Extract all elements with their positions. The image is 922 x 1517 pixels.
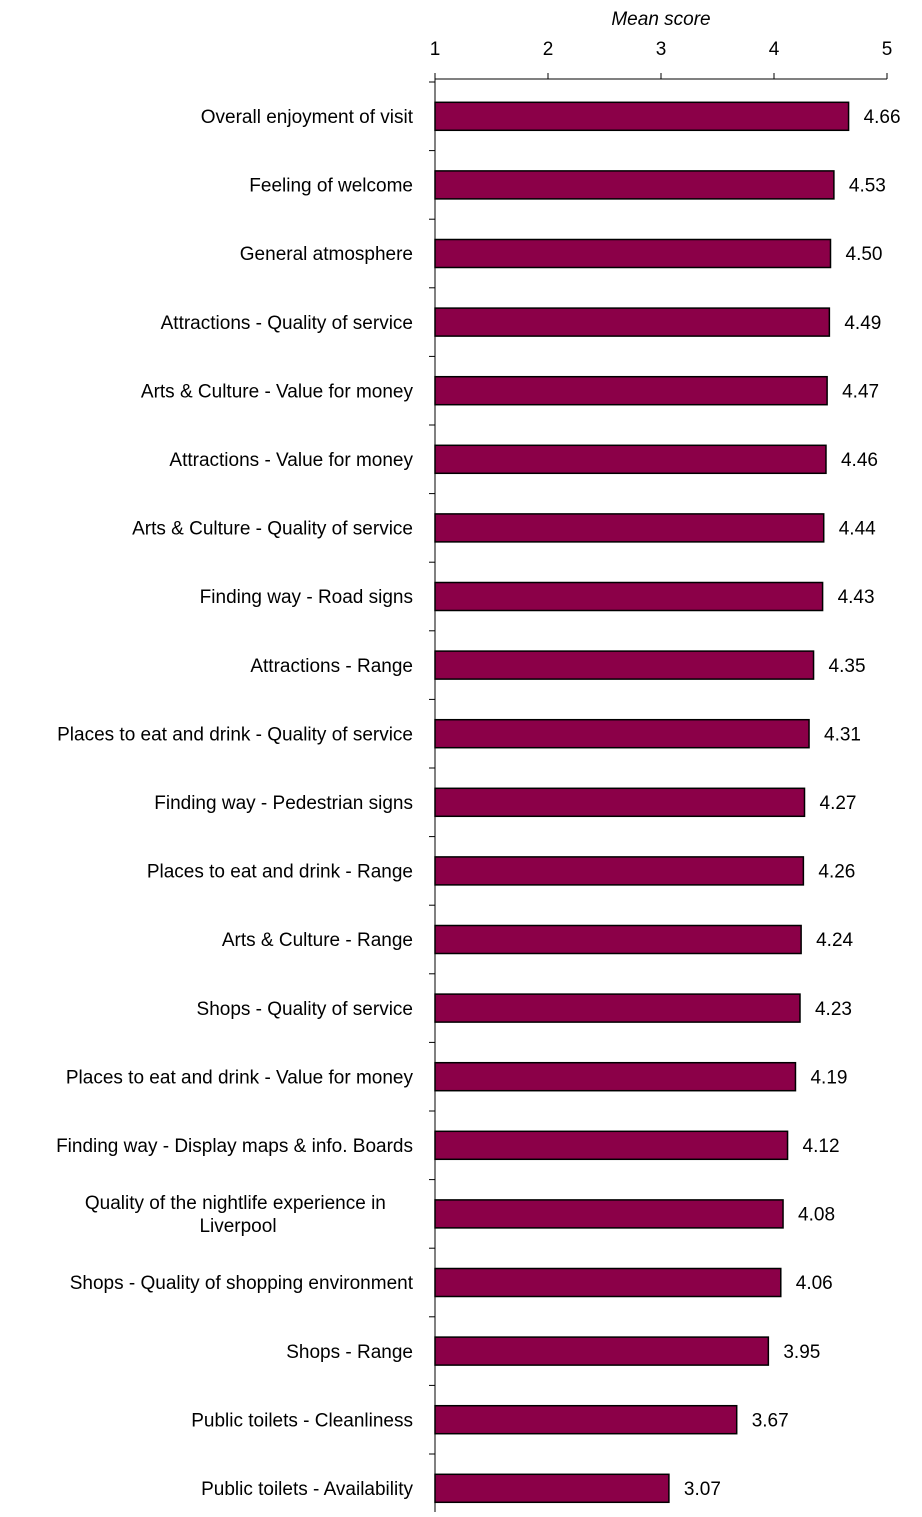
category-label: Places to eat and drink - Range xyxy=(147,862,413,883)
category-label: Attractions - Quality of service xyxy=(161,313,413,334)
value-label: 4.26 xyxy=(818,862,855,883)
x-tick-label: 3 xyxy=(656,39,667,60)
category-label: Arts & Culture - Quality of service xyxy=(132,519,413,540)
category-label: Shops - Range xyxy=(286,1342,413,1363)
value-label: 4.19 xyxy=(810,1067,847,1088)
value-label: 3.67 xyxy=(752,1410,789,1431)
category-label: Finding way - Pedestrian signs xyxy=(154,793,413,814)
bar xyxy=(434,1130,789,1161)
value-label: 4.53 xyxy=(849,176,886,197)
value-label: 4.06 xyxy=(796,1273,833,1294)
bar xyxy=(434,718,810,749)
x-axis-title: Mean score xyxy=(611,9,710,30)
bar xyxy=(434,856,805,886)
bar xyxy=(434,375,828,406)
category-label: Quality of the nightlife experience in L… xyxy=(85,1193,391,1237)
value-label: 3.95 xyxy=(783,1342,820,1363)
value-label: 4.12 xyxy=(803,1136,840,1157)
category-label: General atmosphere xyxy=(240,244,413,265)
value-label: 4.23 xyxy=(815,999,852,1020)
bar xyxy=(434,101,850,132)
x-tick-label: 1 xyxy=(430,39,441,60)
value-label: 4.44 xyxy=(839,519,876,540)
category-label: Finding way - Display maps & info. Board… xyxy=(56,1136,413,1157)
value-label: 4.31 xyxy=(824,724,861,745)
value-labels: 4.66 4.53 4.50 4.49 4.47 4.46 4.44 4.43 4.35 4.31… xyxy=(684,107,901,1500)
category-label-line: Quality of the nightlife experience in xyxy=(85,1193,391,1214)
value-label: 4.35 xyxy=(829,656,866,677)
category-label: Public toilets - Availability xyxy=(201,1479,413,1500)
bar xyxy=(434,513,825,543)
category-label: Arts & Culture - Range xyxy=(222,930,413,951)
bar xyxy=(434,993,801,1023)
value-label: 4.50 xyxy=(846,244,883,265)
bars xyxy=(434,101,850,1504)
value-label: 4.27 xyxy=(820,793,857,814)
value-label: 4.66 xyxy=(864,107,901,128)
category-label: Feeling of welcome xyxy=(249,176,413,197)
bar xyxy=(434,1404,738,1435)
bar xyxy=(434,1336,770,1366)
category-label: Attractions - Value for money xyxy=(169,450,413,471)
bar xyxy=(434,1199,784,1229)
bar xyxy=(434,444,827,475)
category-labels: Overall enjoyment of visit Feeling of wel… xyxy=(56,107,414,1500)
x-tick-label: 2 xyxy=(543,39,554,60)
category-label: Attractions - Range xyxy=(250,656,413,677)
category-label: Places to eat and drink - Value for mone… xyxy=(66,1067,414,1088)
x-tick-label: 5 xyxy=(882,39,893,60)
category-label: Shops - Quality of shopping environment xyxy=(70,1273,414,1294)
category-label: Shops - Quality of service xyxy=(197,999,413,1020)
bar xyxy=(434,1061,797,1092)
value-label: 4.24 xyxy=(816,930,853,951)
category-label: Arts & Culture - Value for money xyxy=(141,381,414,402)
bar xyxy=(434,581,824,612)
value-label: 3.07 xyxy=(684,1479,721,1500)
bar xyxy=(434,307,831,337)
value-label: 4.47 xyxy=(842,381,879,402)
bar xyxy=(434,787,806,818)
category-label: Overall enjoyment of visit xyxy=(201,107,414,128)
value-label: 4.08 xyxy=(798,1205,835,1226)
value-label: 4.49 xyxy=(844,313,881,334)
bar xyxy=(434,1267,782,1298)
bar xyxy=(434,924,802,955)
x-tick-label: 4 xyxy=(769,39,780,60)
bar xyxy=(434,1473,670,1504)
value-label: 4.46 xyxy=(841,450,878,471)
bar xyxy=(434,170,835,200)
value-label: 4.43 xyxy=(838,587,875,608)
category-label: Places to eat and drink - Quality of ser… xyxy=(57,724,413,745)
bar xyxy=(434,650,815,680)
bar xyxy=(434,238,832,269)
category-label: Public toilets - Cleanliness xyxy=(191,1410,413,1431)
category-label: Finding way - Road signs xyxy=(200,587,413,608)
category-label-line: Liverpool xyxy=(199,1216,276,1237)
